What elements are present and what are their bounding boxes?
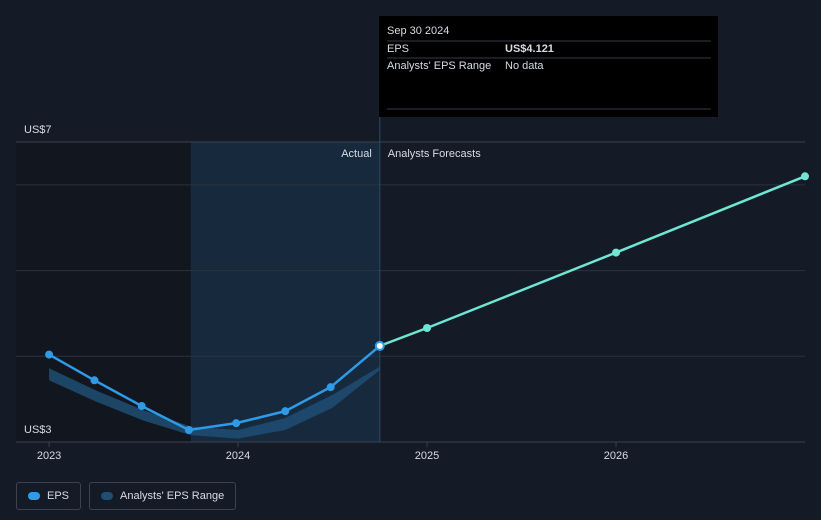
highlight-region	[190, 142, 380, 442]
tooltip	[379, 16, 718, 117]
y-tick-label: US$7	[24, 124, 52, 136]
eps-point	[184, 426, 193, 434]
tooltip-date: Sep 30 2024	[387, 25, 449, 37]
legend-range[interactable]: Analysts' EPS Range	[89, 482, 237, 510]
eps-point	[281, 407, 290, 416]
tooltip-value: No data	[505, 60, 544, 72]
eps-point	[137, 402, 146, 410]
x-tick-label: 2023	[37, 450, 61, 462]
forecast-point	[801, 172, 809, 181]
legend-label: Analysts' EPS Range	[120, 490, 225, 502]
tooltip-label: Analysts' EPS Range	[387, 60, 491, 72]
legend-eps[interactable]: EPS	[16, 482, 82, 510]
forecast-point	[612, 248, 621, 257]
x-tick-label: 2024	[226, 450, 250, 462]
forecast-point	[423, 324, 432, 332]
legend: EPS Analysts' EPS Range	[16, 482, 237, 510]
eps-point	[45, 350, 54, 359]
legend-label: EPS	[47, 490, 70, 502]
tooltip-label: EPS	[387, 43, 409, 55]
period-label: Analysts Forecasts	[388, 148, 481, 160]
eps-point	[232, 419, 241, 428]
y-tick-label: US$3	[24, 424, 52, 436]
tooltip-value: US$4.121	[505, 43, 554, 55]
legend-swatch	[101, 492, 114, 500]
past-region	[16, 142, 191, 442]
x-tick-label: 2026	[604, 450, 628, 462]
chart: US$3 US$7 2023 2024 2025 2026 Actual Analysts F…	[16, 16, 809, 462]
forecast-line	[379, 175, 806, 348]
period-label: Actual	[341, 148, 372, 160]
eps-point	[90, 376, 99, 385]
x-tick-label: 2025	[415, 450, 439, 462]
eps-point	[374, 340, 385, 351]
eps-line	[48, 344, 381, 432]
eps-point	[326, 383, 335, 392]
range-band	[49, 366, 380, 439]
legend-swatch	[28, 492, 40, 500]
